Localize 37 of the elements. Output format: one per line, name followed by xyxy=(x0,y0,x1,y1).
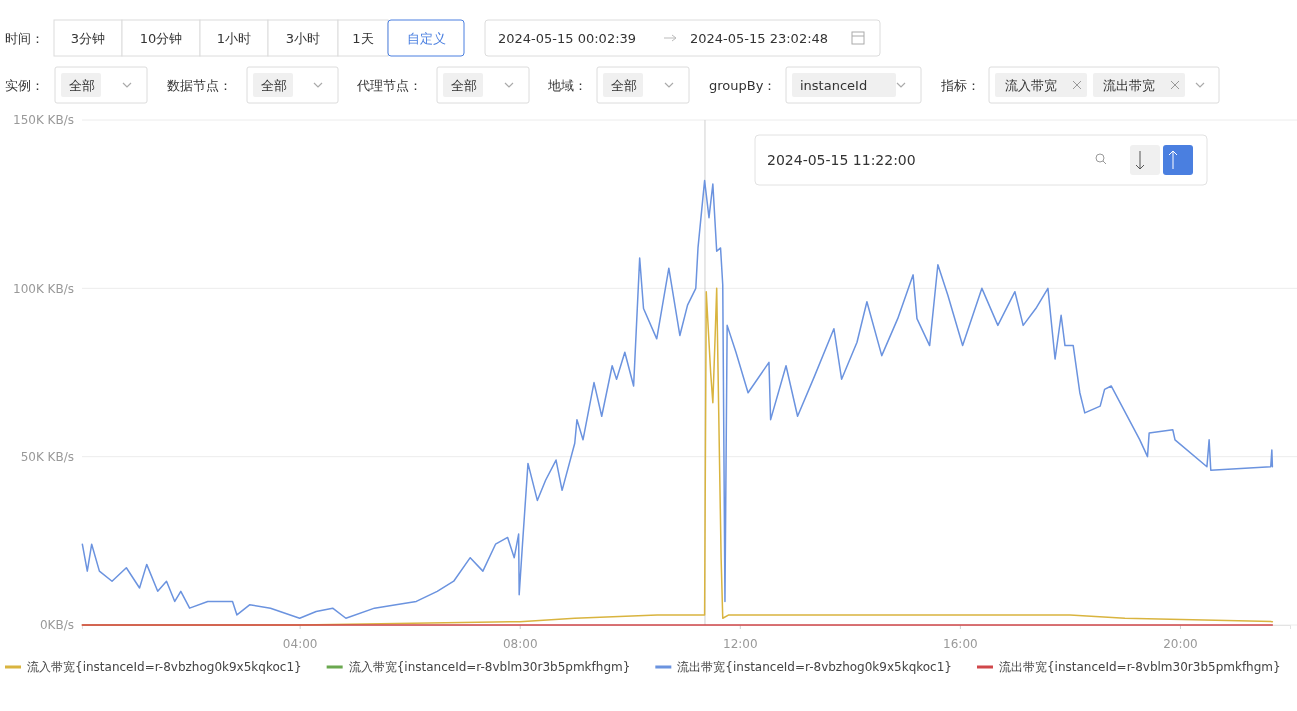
text: 2024-05-15 00:02:39 xyxy=(498,30,637,46)
legend-label: 流入带宽{instanceId=r-8vblm30r3b5pmkfhgm} xyxy=(348,660,631,675)
x-tick-label: 16:00 xyxy=(943,636,978,651)
x-tick-label: 04:00 xyxy=(282,636,318,651)
text: instanceId xyxy=(800,77,868,93)
text: 全部 xyxy=(69,77,95,93)
x-tick-label: 12:00 xyxy=(723,636,758,651)
text: 1天 xyxy=(352,30,374,46)
text: 流出带宽 xyxy=(1103,77,1155,93)
text: 指标： xyxy=(940,77,980,93)
text: 2024-05-15 23:02:48 xyxy=(690,30,829,46)
line-series xyxy=(81,179,1274,620)
legend-label: 流出带宽{instanceId=r-8vblm30r3b5pmkfhgm} xyxy=(998,660,1281,675)
text: 全部 xyxy=(611,77,637,93)
text: 10分钟 xyxy=(139,30,183,46)
text: 1小时 xyxy=(216,30,252,46)
x-tick-label: 08:00 xyxy=(502,636,538,651)
y-tick-label: 150K KB/s xyxy=(13,113,74,128)
legend-label: 流入带宽{instanceId=r-8vbzhog0k9x5kqkoc1} xyxy=(27,660,302,675)
text: 地域： xyxy=(547,77,587,93)
x-tick-label: 20:00 xyxy=(1163,636,1198,651)
text: 全部 xyxy=(261,77,287,93)
text: 数据节点： xyxy=(167,77,232,93)
y-tick-label: 0KB/s xyxy=(39,618,74,633)
text: 3分钟 xyxy=(70,30,106,46)
text: groupBy： xyxy=(709,77,777,93)
text: 自定义 xyxy=(406,30,446,46)
y-tick-label: 100K KB/s xyxy=(13,281,74,296)
text: 实例： xyxy=(5,77,44,93)
annotation: 2024-05-15 11:22:00 xyxy=(767,151,916,168)
text: 3小时 xyxy=(285,30,321,46)
text: 时间： xyxy=(5,30,44,46)
text: 全部 xyxy=(451,77,477,93)
text: 流入带宽 xyxy=(1005,77,1057,93)
text: 代理节点： xyxy=(356,77,422,93)
y-tick-label: 50K KB/s xyxy=(20,450,74,465)
legend-label: 流出带宽{instanceId=r-8vbzhog0k9x5kqkoc1} xyxy=(677,660,952,675)
